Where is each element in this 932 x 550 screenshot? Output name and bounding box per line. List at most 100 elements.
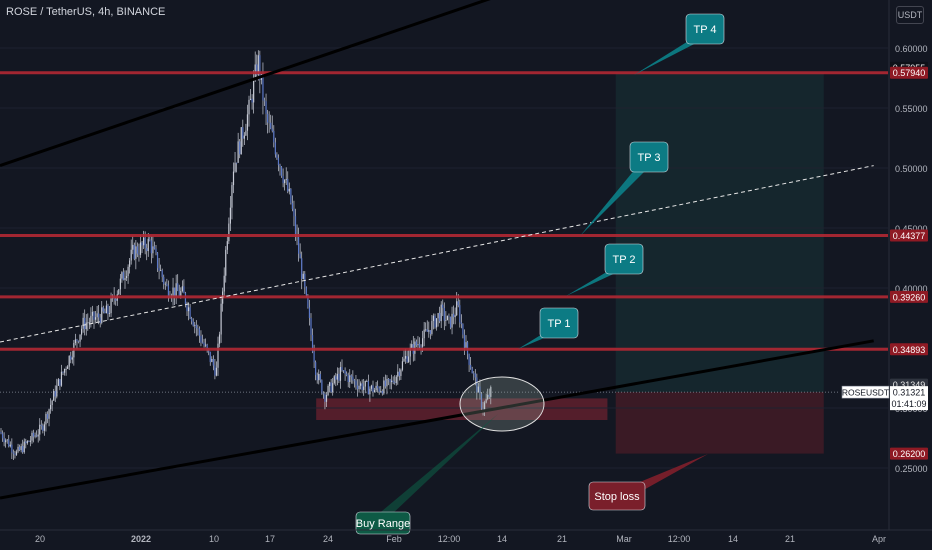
candle	[84, 309, 86, 336]
candle	[363, 378, 365, 396]
candle	[262, 62, 264, 115]
candle	[119, 273, 121, 295]
y-tick-label: 0.50000	[895, 164, 928, 174]
candle	[197, 324, 199, 336]
candle	[352, 370, 354, 384]
candle	[251, 94, 253, 110]
candle	[366, 379, 368, 382]
candle	[94, 311, 97, 324]
candle	[12, 449, 14, 461]
candle	[432, 313, 435, 330]
buy-range-zone	[316, 398, 608, 420]
callout-label: Stop loss	[594, 491, 640, 503]
candle	[291, 195, 293, 212]
candle	[46, 411, 49, 424]
candle	[147, 233, 149, 257]
candle	[273, 125, 275, 148]
svg-text:0.57940: 0.57940	[893, 68, 926, 78]
candle	[70, 351, 72, 364]
callout-tp-3[interactable]: TP 3	[580, 141, 669, 236]
candle	[205, 338, 207, 348]
candle	[394, 375, 396, 385]
candle	[98, 305, 100, 325]
candle	[338, 367, 340, 384]
candle	[71, 350, 73, 364]
candle	[31, 430, 33, 444]
candle	[172, 277, 174, 306]
callout-tp-1[interactable]: TP 1	[518, 307, 579, 349]
candle	[53, 388, 55, 401]
candle	[341, 359, 343, 372]
symbol-tag[interactable]: ROSEUSDT	[841, 385, 890, 399]
x-tick-label: 20	[35, 534, 45, 544]
candle	[17, 443, 19, 454]
candle	[135, 239, 137, 270]
candle	[431, 315, 433, 336]
candle	[37, 429, 39, 443]
candle	[404, 348, 407, 364]
candle	[237, 132, 239, 163]
candle	[191, 316, 193, 325]
candle	[418, 337, 421, 350]
candle	[22, 439, 24, 454]
candle	[229, 195, 231, 232]
candle	[245, 123, 247, 136]
candle	[477, 382, 479, 393]
candle	[270, 114, 272, 130]
candle	[187, 302, 190, 321]
candle	[373, 387, 376, 393]
callout-tp-4[interactable]: TP 4	[634, 13, 725, 75]
channel-midline[interactable]	[0, 165, 874, 343]
candle	[218, 331, 221, 348]
channel-upper-line[interactable]	[0, 0, 874, 168]
candle	[308, 299, 311, 326]
candle	[318, 369, 320, 385]
candle	[288, 182, 290, 195]
candle	[355, 374, 357, 390]
candle	[322, 391, 324, 399]
candle	[408, 350, 410, 363]
candle	[380, 386, 382, 393]
candle	[332, 377, 334, 396]
callout-stop-loss[interactable]: Stop loss	[588, 454, 708, 511]
candle	[316, 372, 318, 384]
candle	[217, 336, 219, 376]
callout-tp-2[interactable]: TP 2	[566, 243, 644, 296]
candle	[246, 104, 249, 141]
candle	[480, 391, 483, 413]
candle	[285, 167, 287, 186]
candle	[454, 307, 456, 325]
candle	[342, 369, 345, 374]
candle	[118, 289, 120, 295]
candle	[143, 230, 145, 249]
buy-range-ellipse[interactable]	[459, 376, 545, 432]
candle	[77, 340, 80, 344]
currency-button[interactable]: USDT	[896, 6, 924, 24]
y-tick-label: 0.60000	[895, 44, 928, 54]
candle	[256, 54, 258, 80]
channel-lower-line[interactable]	[0, 339, 874, 500]
y-tick-label: 0.55000	[895, 104, 928, 114]
candle	[356, 379, 359, 397]
x-tick-label: 21	[785, 534, 795, 544]
candle	[253, 70, 255, 114]
x-tick-label: Mar	[616, 534, 632, 544]
candle	[443, 302, 445, 331]
candle	[76, 338, 78, 350]
candle	[301, 251, 303, 290]
callout-buy-range[interactable]: Buy Range	[355, 414, 498, 535]
candle	[67, 365, 69, 369]
svg-text:ROSEUSDT: ROSEUSDT	[842, 388, 889, 398]
x-tick-label: Apr	[872, 534, 886, 544]
candle	[129, 258, 131, 274]
candle	[484, 400, 486, 417]
candle	[437, 312, 439, 327]
candle	[364, 380, 366, 394]
candle	[115, 297, 117, 306]
candle	[459, 299, 461, 328]
candle	[415, 339, 417, 348]
candle	[448, 313, 450, 324]
candle	[122, 268, 125, 281]
candle	[209, 351, 211, 366]
